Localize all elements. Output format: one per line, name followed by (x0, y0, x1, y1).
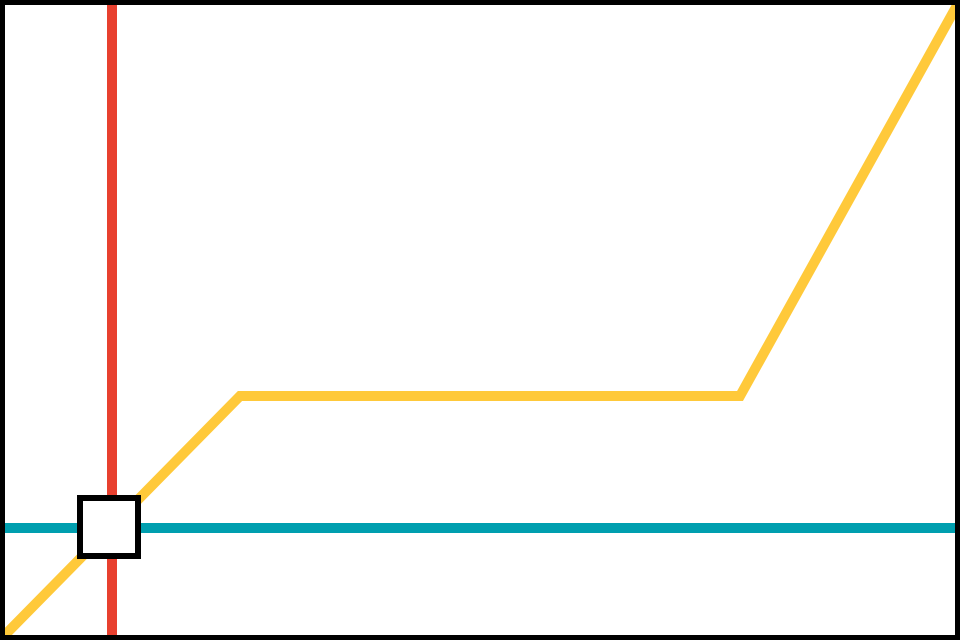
interchange-station-marker[interactable] (77, 495, 141, 559)
